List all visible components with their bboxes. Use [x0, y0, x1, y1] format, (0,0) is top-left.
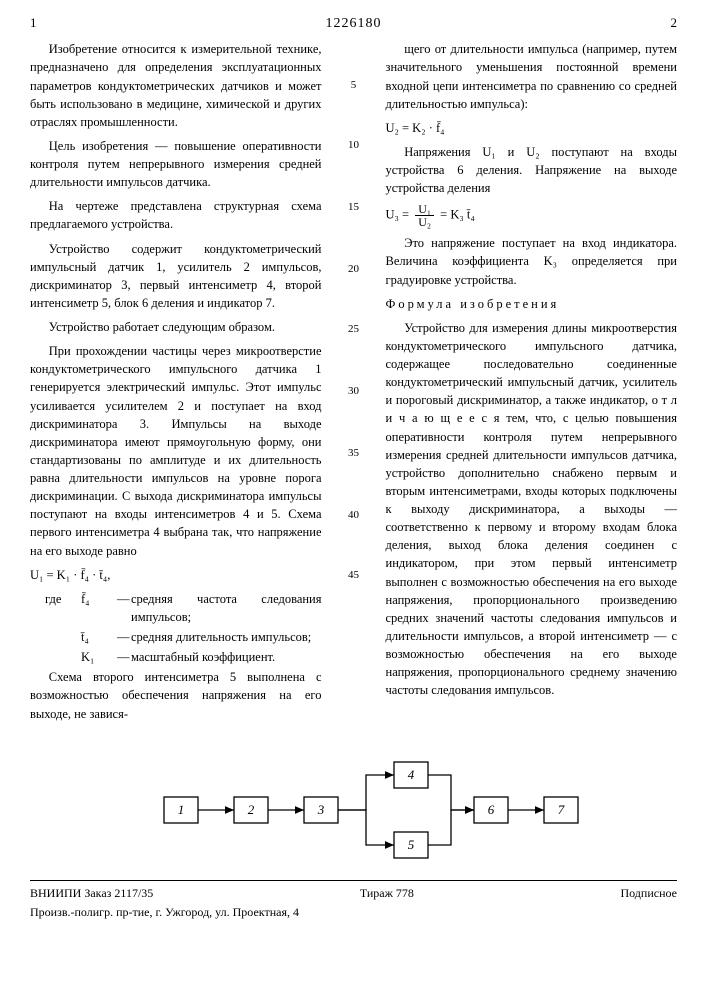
denominator: U₂: [415, 216, 434, 228]
body-paragraph: Устройство содержит кондуктометрический …: [30, 240, 322, 313]
body-paragraph: На чертеже представлена структурная схем…: [30, 197, 322, 233]
body-paragraph: Напряжения U₁ и U₂ поступают на входы ус…: [386, 143, 678, 197]
body-paragraph: Устройство работает следующим образом.: [30, 318, 322, 336]
footer-address: Произв.-полигр. пр-тие, г. Ужгород, ул. …: [30, 904, 677, 921]
line-number: 40: [344, 508, 364, 524]
symbol: t̄₄: [81, 628, 117, 646]
line-number: 20: [344, 262, 364, 278]
page-num-left: 1: [30, 14, 37, 34]
patent-number: 1226180: [326, 14, 382, 34]
symbol: f̄₄: [81, 590, 117, 626]
diagram-svg: 1 2 3 4 5 6 7: [144, 747, 584, 867]
line-number: 5: [344, 78, 364, 94]
claims-heading: Формула изобретения: [386, 295, 678, 313]
line-number: 30: [344, 384, 364, 400]
claim-text: Устройство для измерения длины микроотве…: [386, 319, 678, 700]
body-paragraph: Это напряжение поступает на вход индикат…: [386, 234, 678, 288]
header-row: 1 1226180 2: [30, 14, 677, 34]
block-diagram: 1 2 3 4 5 6 7: [144, 747, 564, 872]
diagram-node-label: 5: [407, 837, 414, 852]
body-paragraph: Цель изобретения — повышение оперативнос…: [30, 137, 322, 191]
two-column-body: Изобретение относится к измерительной те…: [30, 40, 677, 728]
body-paragraph: щего от длительности импульса (например,…: [386, 40, 678, 113]
definition: масштабный коэффициент.: [131, 648, 322, 666]
diagram-node-label: 4: [407, 767, 414, 782]
footer-right: Подписное: [620, 885, 677, 902]
dash: —: [117, 590, 131, 626]
fraction: U₁ U₂: [415, 203, 434, 228]
line-number: 35: [344, 446, 364, 462]
definition: средняя длительность импульсов;: [131, 628, 322, 646]
diagram-node-label: 3: [316, 802, 324, 817]
diagram-edge: [338, 810, 394, 845]
where-label: где: [45, 590, 81, 626]
body-paragraph: При прохождении частицы через микроотвер…: [30, 342, 322, 560]
footer-center: Тираж 778: [360, 885, 414, 902]
symbol: K₁: [81, 648, 117, 666]
definition: средняя частота следования импульсов;: [131, 590, 322, 626]
body-paragraph: Изобретение относится к измерительной те…: [30, 40, 322, 131]
diagram-edge: [338, 775, 394, 810]
dash: —: [117, 648, 131, 666]
line-number: 15: [344, 200, 364, 216]
page-num-right: 2: [671, 14, 678, 34]
line-number: 45: [344, 568, 364, 584]
equation: U₂ = K₂ · f̄₄: [386, 119, 678, 137]
where-clause: K₁ — масштабный коэффициент.: [45, 648, 322, 666]
where-clause: t̄₄ — средняя длительность импульсов;: [45, 628, 322, 646]
diagram-node-label: 1: [177, 802, 184, 817]
line-number: 10: [344, 138, 364, 154]
equation: U₁ = K₁ · f̄₄ · t̄₄,: [30, 566, 322, 584]
footer-left: ВНИИПИ Заказ 2117/35: [30, 885, 153, 902]
where-clause: где f̄₄ — средняя частота следования имп…: [45, 590, 322, 626]
diagram-node-label: 6: [487, 802, 494, 817]
column-left: Изобретение относится к измерительной те…: [30, 40, 322, 728]
footer-row: ВНИИПИ Заказ 2117/35 Тираж 778 Подписное: [30, 880, 677, 902]
dash: —: [117, 628, 131, 646]
diagram-edge: [428, 775, 474, 810]
body-paragraph: Схема второго интенсиметра 5 выполнена с…: [30, 668, 322, 722]
page: 1 1226180 2 Изобретение относится к изме…: [0, 0, 707, 936]
diagram-node-label: 7: [557, 802, 564, 817]
line-number: 25: [344, 322, 364, 338]
line-number-gutter: 5 10 15 20 25 30 35 40 45: [344, 40, 364, 728]
equation: U₃ = U₁ U₂ = K₃ t̄₄: [386, 203, 678, 228]
column-right: щего от длительности импульса (например,…: [386, 40, 678, 728]
diagram-edge: [428, 810, 474, 845]
diagram-node-label: 2: [247, 802, 254, 817]
